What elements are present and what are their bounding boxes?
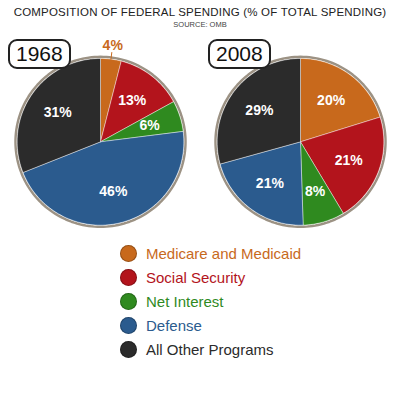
svg-text:20%: 20% (317, 92, 346, 108)
html-text:Net Interest: Net Interest (146, 292, 224, 310)
html-text:Social Security: Social Security (146, 268, 246, 286)
svg-text:21%: 21% (335, 152, 364, 168)
svg-text:46%: 46% (99, 183, 128, 199)
html-text:SOURCE: OMB: SOURCE: OMB (173, 20, 227, 29)
svg-text:31%: 31% (44, 104, 73, 120)
html-text:COMPOSITION OF FEDERAL SPENDIN: COMPOSITION OF FEDERAL SPENDING (% OF TO… (13, 6, 387, 18)
svg-text:8%: 8% (305, 183, 326, 199)
svg-text:21%: 21% (256, 175, 285, 191)
svg-text:29%: 29% (245, 102, 274, 118)
svg-text:6%: 6% (140, 117, 161, 133)
svg-text:4%: 4% (103, 37, 124, 53)
html-text:All Other Programs: All Other Programs (146, 340, 274, 358)
html-text:Medicare and Medicaid: Medicare and Medicaid (146, 244, 302, 262)
html-text:2008: 2008 (216, 42, 263, 65)
svg-text:13%: 13% (118, 92, 147, 108)
html-text:1968: 1968 (16, 42, 63, 65)
html-text:Defense: Defense (146, 316, 202, 334)
